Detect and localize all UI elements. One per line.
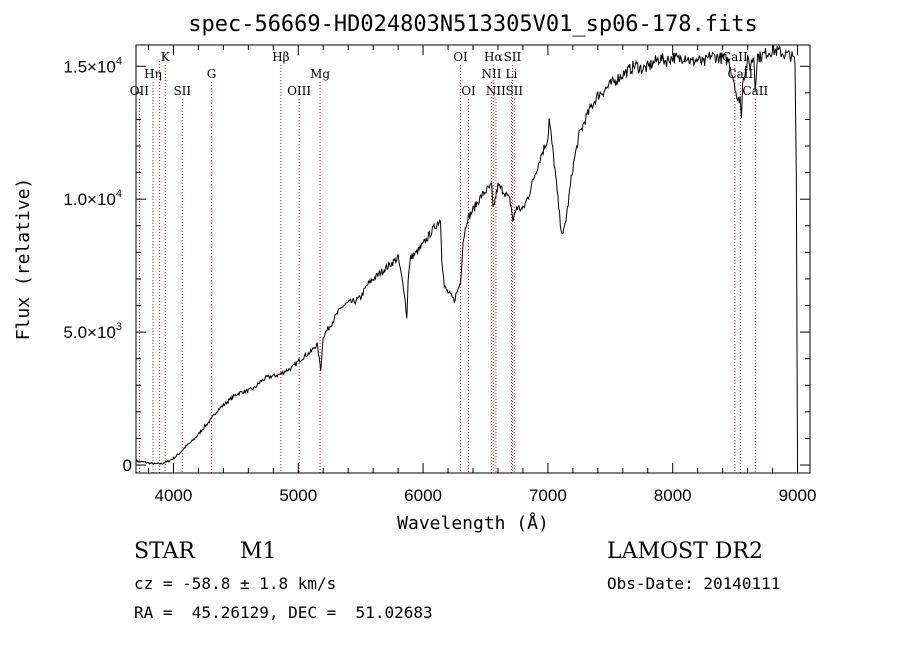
line-label-19: CaII [742, 84, 768, 98]
coordinates-text: RA = 45.26129, DEC = 51.02683 [134, 603, 433, 622]
y-tick-label-1: 5.0×103 [63, 321, 122, 342]
y-axis-label: Flux (relative) [13, 178, 34, 341]
x-axis-label: Wavelength (Å) [397, 512, 549, 534]
line-label-18: CaII [727, 67, 753, 81]
line-label-8: Mg [310, 67, 330, 81]
line-label-12: Hα [484, 50, 503, 64]
line-label-13: NII [486, 84, 506, 98]
line-label-4: SII [173, 84, 191, 98]
line-label-14: SII [504, 50, 522, 64]
line-label-15: Li [506, 67, 518, 81]
survey-name: LAMOST DR2 [607, 539, 763, 564]
line-label-1: Hη [144, 67, 162, 81]
line-label-11: NII [481, 67, 501, 81]
y-tick-mantissa-1: 5.0×10 [63, 323, 115, 342]
x-axis-ticks: 4000 5000 6000 7000 8000 9000 [147, 45, 817, 505]
line-label-7: OIII [287, 84, 311, 98]
x-tick-label-3: 7000 [529, 486, 567, 505]
chart-title: spec-56669-HD024803N513305V01_sp06-178.f… [188, 12, 758, 37]
y-tick-mantissa-3: 1.5×10 [63, 57, 115, 76]
spectral-line-markers [138, 61, 756, 473]
x-tick-label-4: 8000 [654, 486, 692, 505]
object-class: STAR [134, 539, 195, 564]
line-label-6: Hβ [272, 50, 289, 64]
spectral-line-labels: OIIHηKSIIGHβOIIIMgOIOINIIHαNIISIILiSIICa… [130, 50, 769, 98]
line-label-10: OI [461, 84, 476, 98]
redshift-text: cz = -58.8 ± 1.8 km/s [134, 574, 337, 593]
y-tick-label-3: 1.5×104 [63, 55, 122, 76]
y-tick-exponent-3: 4 [116, 55, 122, 67]
y-tick-label-0: 0 [123, 456, 132, 475]
line-label-9: OI [453, 50, 468, 64]
line-label-17: CaII [722, 50, 748, 64]
spectrum-line [135, 44, 798, 466]
object-subclass: M1 [240, 539, 277, 564]
line-label-0: OII [130, 84, 150, 98]
x-tick-label-5: 9000 [779, 486, 817, 505]
y-tick-exponent-2: 4 [116, 188, 122, 200]
y-tick-label-2: 1.0×104 [63, 188, 122, 209]
line-label-16: SII [505, 84, 523, 98]
line-label-5: G [207, 67, 217, 81]
y-tick-mantissa-0: 0 [123, 456, 132, 475]
x-tick-label-1: 5000 [279, 486, 317, 505]
y-tick-exponent-1: 3 [116, 321, 122, 333]
y-tick-mantissa-2: 1.0×10 [63, 190, 115, 209]
line-label-3: K [161, 50, 171, 64]
obs-date-text: Obs-Date: 20140111 [607, 574, 781, 593]
x-tick-label-0: 4000 [155, 486, 193, 505]
plot-frame [135, 44, 811, 474]
x-tick-label-2: 6000 [404, 486, 442, 505]
